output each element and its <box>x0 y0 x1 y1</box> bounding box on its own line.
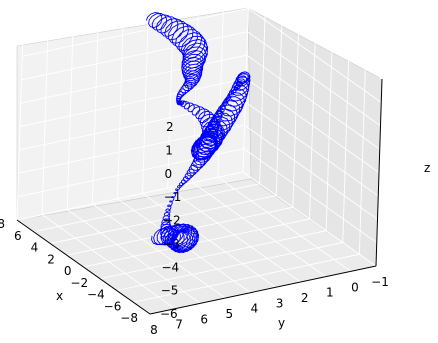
grid-line-z-left <box>269 0 383 80</box>
x-axis-label: x <box>56 289 63 303</box>
y-tick-label: 3 <box>276 296 284 310</box>
y-tick-label: 7 <box>175 318 183 332</box>
grid-line-z-right <box>22 0 181 34</box>
y-tick-label: 8 <box>150 323 158 337</box>
z-tick-label: 2 <box>166 120 174 134</box>
z-axis-line <box>375 78 383 267</box>
grid-line-z-right <box>16 171 244 221</box>
z-tick-label: −2 <box>163 214 181 228</box>
grid-line-z-left <box>244 101 379 197</box>
z-tick-label: −5 <box>161 284 179 298</box>
z-tick-label: −4 <box>162 260 180 274</box>
grid-lines <box>16 0 383 315</box>
grid-line-x-floor <box>133 253 360 303</box>
y-tick-label: 2 <box>301 291 309 305</box>
x-tick-label: 2 <box>47 252 55 266</box>
z-tick-label: −3 <box>162 237 180 251</box>
x-axis-line <box>16 219 151 315</box>
grid-line-y-floor <box>217 176 352 272</box>
grid-line-y-floor <box>66 208 201 304</box>
grid-line-y-floor <box>142 192 276 288</box>
grid-line-z-left <box>242 171 377 267</box>
axis-lines <box>16 78 383 315</box>
grid-line-z-right <box>20 54 247 104</box>
grid-line-z-left <box>243 148 378 243</box>
y-tick-label: 0 <box>351 280 359 294</box>
x-tick-label: 6 <box>14 229 22 243</box>
z-axis-label: z <box>424 161 430 175</box>
grid-line-x-floor <box>100 230 327 280</box>
y-axis-label: y <box>278 316 285 330</box>
x-tick-label: 0 <box>64 264 72 278</box>
grid-line-y-floor <box>167 187 301 283</box>
grid-line-z-left <box>245 78 380 173</box>
grid-line-y-floor <box>41 214 176 310</box>
x-tick-label: −8 <box>120 311 138 325</box>
y-axis-line <box>149 265 377 315</box>
grid-line-z-left <box>247 31 381 127</box>
y-tick-label: 1 <box>326 286 334 300</box>
z-tick-label: −1 <box>164 190 182 204</box>
z-tick-label: 1 <box>165 143 173 157</box>
grid-line-z-left <box>244 124 378 220</box>
grid-line-x-floor <box>33 183 260 233</box>
grid-line-z-left <box>246 54 381 150</box>
x-tick-label: −4 <box>87 288 105 302</box>
grid-line-y-floor <box>192 182 327 278</box>
grid-line-z-left <box>247 8 382 103</box>
grid-line-z-right <box>22 7 249 57</box>
z-tick-label: −6 <box>160 307 178 321</box>
x-tick-label: 8 <box>0 217 5 231</box>
y-tick-label: −1 <box>371 275 389 289</box>
z-tick-label: 0 <box>165 167 173 181</box>
x-tick-label: −6 <box>104 299 122 313</box>
x-tick-label: 4 <box>31 241 39 255</box>
series-line <box>145 12 251 254</box>
grid-line-z-right <box>21 31 248 81</box>
y-tick-label: 6 <box>200 312 208 326</box>
grid-line-y-floor <box>92 203 226 299</box>
y-tick-label: 4 <box>251 302 259 316</box>
y-tick-label: 5 <box>226 307 234 321</box>
x-tick-label: −2 <box>70 276 88 290</box>
grid-line-z-right <box>19 78 247 127</box>
series-curve <box>145 12 251 254</box>
grid-line-x-floor <box>116 242 343 291</box>
